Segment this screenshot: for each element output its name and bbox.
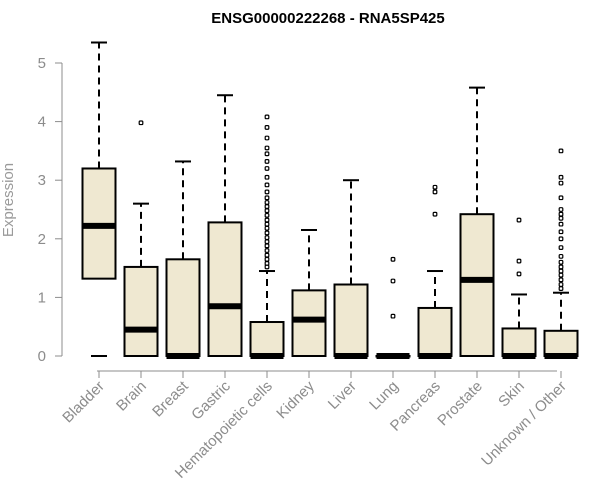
box-body — [165, 258, 201, 357]
outlier-point — [558, 259, 564, 265]
box-lung — [375, 256, 411, 359]
outlier-point — [432, 211, 438, 217]
box-body — [123, 265, 159, 358]
outlier-point — [264, 208, 270, 214]
outlier-point — [264, 174, 270, 180]
box-bladder — [81, 41, 117, 357]
outlier-point — [264, 182, 270, 188]
outlier-point — [264, 151, 270, 157]
x-tick-label: Kidney — [273, 377, 318, 422]
box-gastric — [207, 94, 243, 357]
box-hematopoietic-cells — [249, 114, 285, 359]
x-tick-label: Bladder — [59, 378, 108, 427]
outlier-point — [264, 166, 270, 171]
outlier-point — [558, 236, 564, 242]
box-brain — [123, 120, 159, 358]
outlier-point — [264, 252, 270, 258]
outlier-point — [390, 256, 396, 262]
outlier-point — [264, 125, 270, 130]
box-body — [333, 283, 369, 357]
outlier-point — [558, 215, 564, 221]
outlier-point — [264, 212, 270, 218]
box-breast — [165, 160, 201, 359]
outlier-point — [264, 217, 270, 223]
chart-title: ENSG00000222268 - RNA5SP425 — [211, 10, 444, 27]
outlier-point — [264, 204, 270, 209]
outlier-point — [558, 268, 564, 274]
outlier-point — [264, 221, 270, 227]
y-tick-label: 2 — [38, 231, 46, 248]
box-body — [543, 329, 579, 358]
outlier-point — [558, 174, 564, 180]
outlier-point — [264, 248, 270, 253]
outlier-point — [558, 211, 564, 217]
outlier-point — [558, 264, 564, 270]
outlier-point — [558, 272, 564, 278]
outlier-point — [264, 225, 270, 231]
outlier-point — [558, 253, 564, 259]
y-tick-label: 0 — [38, 348, 46, 365]
x-tick-label: Skin — [495, 378, 528, 411]
outlier-point — [264, 195, 270, 201]
outlier-point — [516, 217, 522, 223]
box-skin — [501, 217, 537, 359]
outlier-point — [138, 120, 144, 126]
outlier-point — [558, 286, 564, 292]
outlier-point — [558, 277, 564, 283]
x-tick-label: Lung — [366, 378, 402, 414]
outlier-point — [264, 239, 270, 245]
outlier-point — [558, 148, 564, 154]
box-pancreas — [417, 184, 453, 359]
x-tick-label: Breast — [149, 377, 192, 420]
plot-area — [81, 41, 579, 359]
y-tick-label: 5 — [38, 55, 46, 72]
outlier-point — [264, 114, 270, 120]
outlier-point — [558, 207, 564, 212]
outlier-point — [264, 200, 270, 205]
outlier-point — [558, 245, 564, 250]
y-tick-label: 4 — [38, 114, 46, 131]
box-body — [459, 213, 495, 357]
box-kidney — [291, 229, 327, 358]
y-tick-label: 3 — [38, 172, 46, 189]
outlier-point — [558, 195, 564, 201]
y-axis-label: Expression — [0, 163, 17, 237]
outlier-point — [516, 271, 522, 277]
box-body — [417, 306, 453, 357]
y-tick-label: 1 — [38, 289, 46, 306]
box-body — [501, 327, 537, 358]
outlier-point — [558, 282, 564, 287]
outlier-point — [558, 180, 564, 186]
outlier-point — [558, 221, 564, 227]
outlier-point — [264, 159, 270, 164]
y-ticks: 0 1 2 3 4 5 — [38, 55, 62, 365]
outlier-point — [264, 145, 270, 151]
outlier-point — [432, 189, 438, 195]
outlier-point — [390, 278, 396, 284]
outlier-point — [264, 264, 270, 270]
box-unknown-other — [543, 148, 579, 359]
x-tick-label: Prostate — [434, 378, 486, 430]
box-prostate — [459, 86, 495, 357]
box-liver — [333, 179, 369, 359]
outlier-point — [264, 243, 270, 249]
box-body — [207, 221, 243, 357]
outlier-point — [264, 235, 270, 241]
box-body — [249, 321, 285, 357]
outlier-point — [516, 258, 522, 264]
outlier-point — [558, 229, 564, 235]
x-tick-label: Liver — [325, 378, 360, 413]
box-body — [291, 289, 327, 358]
x-tick-label: Brain — [113, 378, 150, 415]
outlier-point — [264, 230, 270, 236]
outlier-point — [264, 135, 270, 141]
outlier-point — [264, 256, 270, 262]
outlier-point — [390, 313, 396, 319]
outlier-point — [432, 184, 438, 190]
outlier-point — [264, 189, 270, 195]
